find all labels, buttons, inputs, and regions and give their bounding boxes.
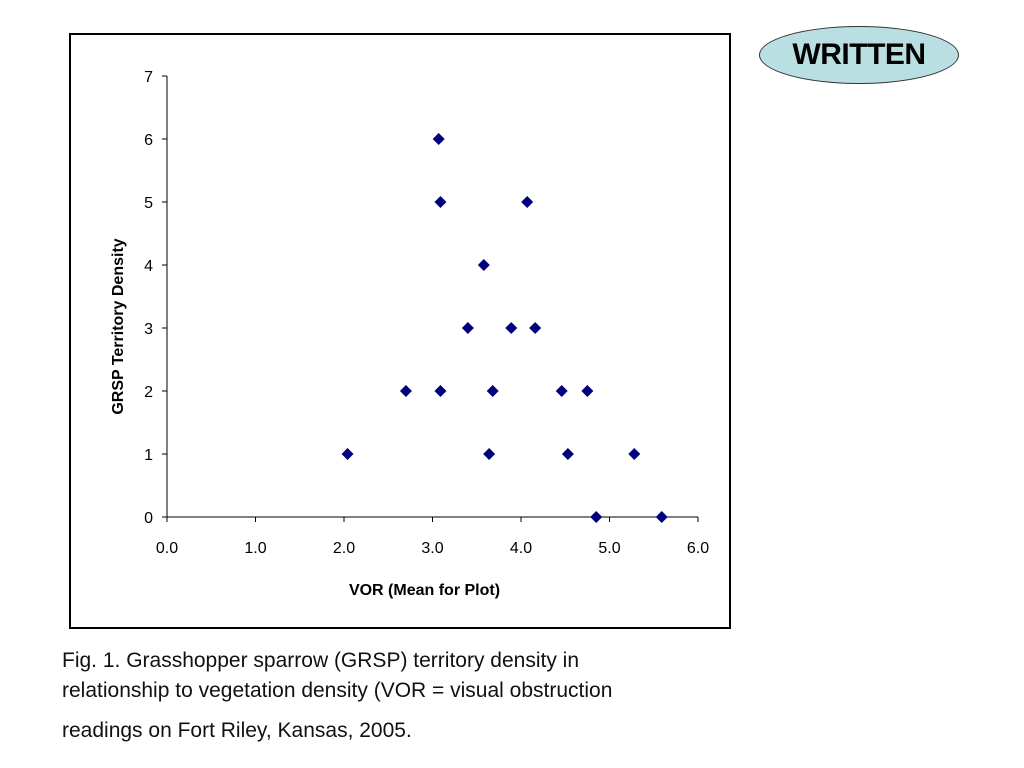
data-point bbox=[399, 385, 412, 397]
x-tick-label: 0.0 bbox=[156, 540, 178, 557]
data-point bbox=[505, 322, 518, 334]
data-point bbox=[581, 385, 594, 397]
data-point bbox=[461, 322, 474, 334]
data-point bbox=[341, 448, 354, 460]
y-tick-label: 4 bbox=[144, 258, 153, 275]
data-point bbox=[434, 385, 447, 397]
data-point bbox=[655, 511, 668, 523]
figure-caption: Fig. 1. Grasshopper sparrow (GRSP) terri… bbox=[62, 646, 762, 746]
caption-line-2: relationship to vegetation density (VOR … bbox=[62, 679, 613, 703]
chart-frame: 0 1 2 3 4 5 6 7 0.0 1.0 2.0 3.0 4.0 5.0 6.0 VOR (Mean f… bbox=[69, 33, 731, 629]
data-point bbox=[561, 448, 574, 460]
x-tick-label: 1.0 bbox=[244, 540, 266, 557]
y-tick-label: 6 bbox=[144, 132, 153, 149]
x-tick-label: 5.0 bbox=[598, 540, 620, 557]
data-point bbox=[432, 133, 445, 145]
x-axis-title: VOR (Mean for Plot) bbox=[349, 582, 500, 599]
y-tick-label: 0 bbox=[144, 510, 153, 527]
data-point bbox=[521, 196, 534, 208]
data-point bbox=[477, 259, 490, 271]
y-tick-label: 2 bbox=[144, 384, 153, 401]
data-point bbox=[628, 448, 641, 460]
y-tick-label: 5 bbox=[144, 195, 153, 212]
data-point bbox=[434, 196, 447, 208]
scatter-chart: 0 1 2 3 4 5 6 7 0.0 1.0 2.0 3.0 4.0 5.0 6.0 VOR (Mean f… bbox=[110, 69, 709, 599]
x-tick-label: 6.0 bbox=[687, 540, 709, 557]
y-tick-label: 3 bbox=[144, 321, 153, 338]
y-tick-label: 1 bbox=[144, 447, 153, 464]
written-badge-label: WRITTEN bbox=[792, 38, 926, 71]
caption-line-1: Fig. 1. Grasshopper sparrow (GRSP) terri… bbox=[62, 649, 580, 672]
data-point bbox=[529, 322, 542, 334]
data-point bbox=[486, 385, 499, 397]
y-axis-title: GRSP Territory Density bbox=[110, 238, 127, 414]
data-point bbox=[555, 385, 568, 397]
x-tick-label: 4.0 bbox=[510, 540, 532, 557]
written-badge: WRITTEN bbox=[759, 26, 959, 84]
x-tick-label: 2.0 bbox=[333, 540, 355, 557]
y-tick-label: 7 bbox=[144, 69, 153, 86]
data-point bbox=[590, 511, 603, 523]
x-tick-label: 3.0 bbox=[421, 540, 443, 557]
data-point bbox=[483, 448, 496, 460]
caption-line-3: readings on Fort Riley, Kansas, 2005. bbox=[62, 718, 412, 742]
